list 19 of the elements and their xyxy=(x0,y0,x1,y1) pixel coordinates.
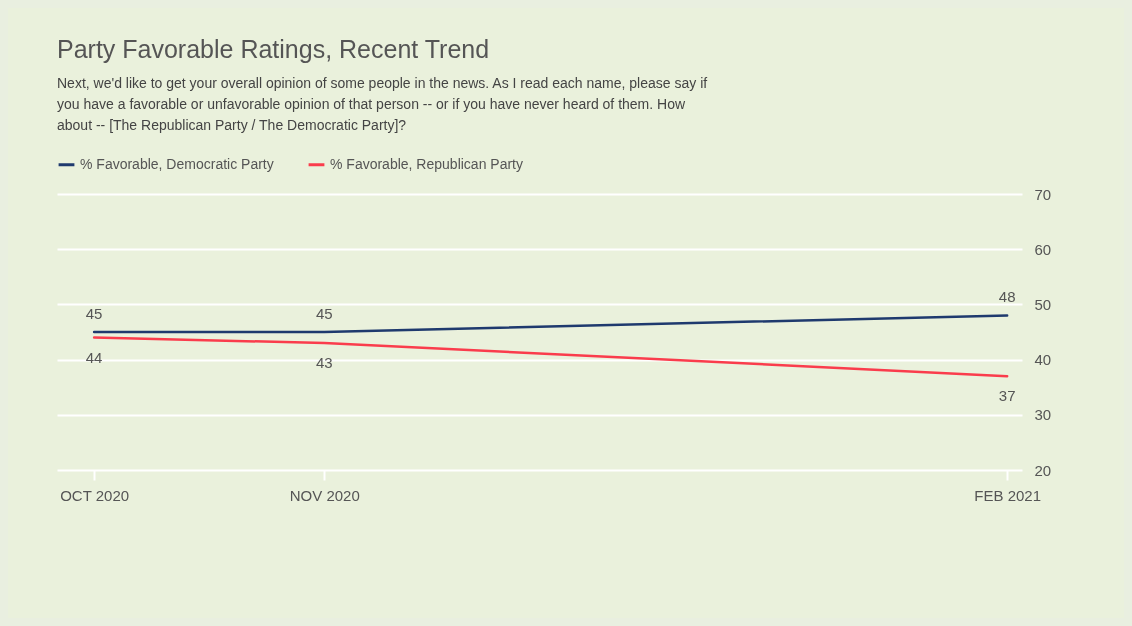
y-tick-label: 50 xyxy=(1034,295,1052,313)
y-tick-label: 30 xyxy=(1034,406,1052,424)
y-tick-label: 20 xyxy=(1034,461,1052,479)
x-tick-label: OCT 2020 xyxy=(60,486,130,504)
chart-title: Party Favorable Ratings, Recent Trend xyxy=(57,35,490,63)
data-label: 48 xyxy=(998,288,1016,306)
data-label: 44 xyxy=(85,348,103,366)
y-tick-label: 60 xyxy=(1034,240,1052,258)
y-tick-label: 40 xyxy=(1034,351,1052,369)
chart-subtitle: Next, we'd like to get your overall opinion of some people in the news. As I read each name, please say if you have a favorable or unfavorable opinion of that person -- or if you have never heard of them. How about -- [The Republican Party / The Democratic Party]? xyxy=(57,75,708,133)
x-tick-label: FEB 2021 xyxy=(974,486,1042,504)
data-label: 45 xyxy=(85,305,103,322)
data-label: 37 xyxy=(998,387,1016,405)
legend-label: % Favorable, Democratic Party xyxy=(80,155,274,172)
legend-label: % Favorable, Republican Party xyxy=(330,155,523,172)
y-tick-label: 70 xyxy=(1034,185,1052,203)
data-label: 45 xyxy=(315,305,333,322)
data-label: 43 xyxy=(315,354,333,372)
x-tick-label: NOV 2020 xyxy=(289,486,360,504)
